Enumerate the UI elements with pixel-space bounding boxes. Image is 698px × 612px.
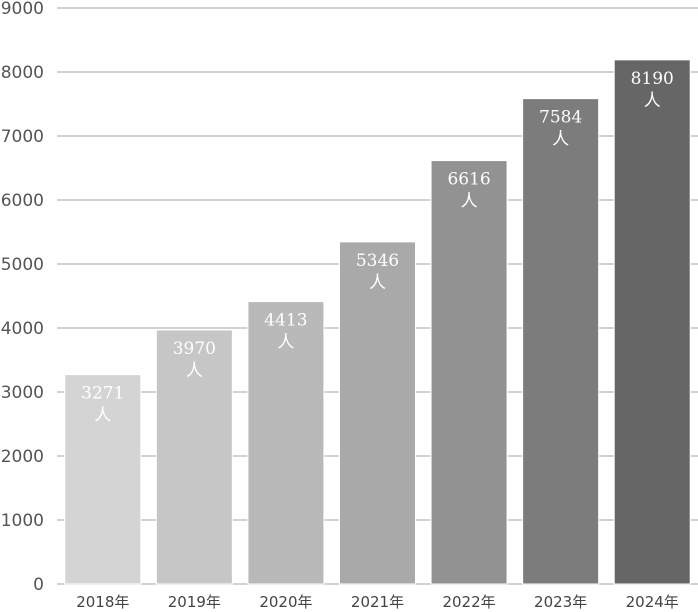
bar	[64, 374, 142, 585]
bar	[430, 160, 508, 585]
data-label-unit: 人	[94, 406, 111, 426]
bars	[64, 59, 691, 585]
bar	[155, 329, 233, 585]
x-tick-label: 2022年	[442, 593, 495, 611]
data-label-value: 4413	[264, 311, 307, 331]
x-axis-ticks: 2018年 2019年 2020年 2021年 2022年 2023年 2024年	[76, 593, 679, 611]
bar	[339, 241, 416, 585]
x-tick-label: 2019年	[168, 593, 221, 611]
y-tick-label: 1000	[1, 511, 44, 531]
y-tick-label: 2000	[1, 447, 44, 467]
y-tick-label: 5000	[1, 255, 44, 275]
data-label-value: 6616	[447, 170, 490, 190]
y-axis-ticks: 0 1000 2000 3000 4000 5000 6000 7000 8000 9000	[1, 0, 44, 595]
x-tick-label: 2023年	[534, 593, 587, 611]
y-tick-label: 3000	[1, 383, 44, 403]
y-tick-label: 6000	[1, 191, 44, 211]
data-label-value: 3970	[173, 339, 216, 359]
data-label-unit: 人	[461, 192, 478, 212]
data-label-value: 7584	[539, 108, 582, 128]
data-label-unit: 人	[369, 273, 386, 293]
data-label-value: 3271	[81, 384, 124, 404]
y-tick-label: 9000	[1, 0, 44, 19]
x-tick-label: 2021年	[351, 593, 404, 611]
y-tick-label: 7000	[1, 127, 44, 147]
x-tick-label: 2020年	[259, 593, 312, 611]
data-label-value: 5346	[356, 251, 399, 271]
data-label-value: 8190	[631, 69, 674, 89]
x-tick-label: 2018年	[76, 593, 129, 611]
bar	[522, 98, 600, 585]
y-tick-label: 0	[33, 575, 44, 595]
data-label-unit: 人	[277, 333, 294, 353]
data-label-unit: 人	[552, 130, 569, 150]
bar	[613, 59, 691, 585]
data-label-unit: 人	[644, 91, 661, 111]
bar	[247, 301, 325, 585]
x-tick-label: 2024年	[626, 593, 679, 611]
y-tick-label: 8000	[1, 63, 44, 83]
y-tick-label: 4000	[1, 319, 44, 339]
data-label-unit: 人	[186, 361, 203, 381]
